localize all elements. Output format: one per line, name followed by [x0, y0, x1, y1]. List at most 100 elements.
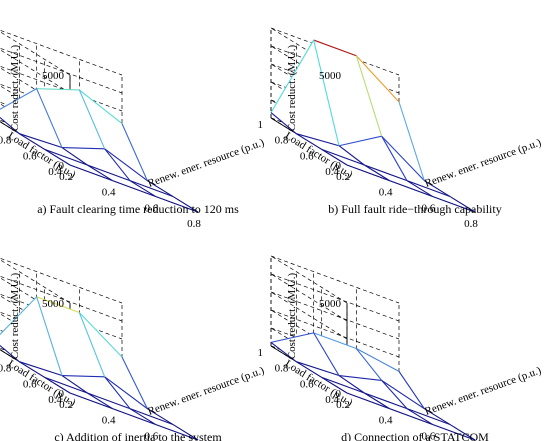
surface-mesh-line [321, 148, 365, 166]
surface-face [364, 165, 433, 197]
surface-mesh-line [44, 148, 71, 166]
surface-face [364, 393, 433, 425]
surface-mesh-line [321, 148, 348, 166]
gridline [270, 273, 400, 322]
x-tick-label: 0.4 [379, 415, 393, 427]
subplot-caption: b) Full fault ride−through capability [328, 202, 501, 216]
surface-face [339, 375, 407, 409]
surface-mesh-line [121, 123, 148, 181]
x-tick-label: 0.4 [379, 187, 393, 199]
surface-mesh-line [87, 392, 113, 410]
y-tick-label: 0.6 [300, 150, 314, 162]
surface-mesh-line [0, 88, 37, 110]
surface-mesh-line [424, 180, 450, 197]
surface-mesh-line [19, 361, 63, 377]
gridline [0, 65, 123, 112]
surface-mesh-line [87, 392, 131, 410]
surface-mesh-line [36, 88, 63, 148]
surface-face [87, 393, 156, 425]
surface-mesh-line [19, 133, 63, 149]
surface-mesh-line [432, 195, 476, 213]
x-axis-label: Renew. ener. resource (p.u.) [423, 364, 543, 417]
x-tick-label: 0.4 [102, 187, 116, 199]
surface-mesh-line [155, 423, 199, 441]
surface-mesh-line [364, 392, 408, 410]
surface-mesh-line [61, 375, 88, 394]
surface-mesh-line [69, 164, 113, 182]
surface-mesh-line [36, 296, 63, 376]
surface-mesh-line [355, 55, 400, 103]
y-tick-label: 1 [258, 119, 264, 131]
surface-mesh-line [424, 408, 450, 425]
surface-mesh-line [78, 312, 123, 358]
surface-mesh-line [129, 408, 156, 425]
x-axis-label: Renew. ener. resource (p.u.) [423, 136, 543, 189]
gridline [0, 259, 71, 304]
surface-mesh-line [104, 376, 131, 410]
x-tick-label: 0.8 [187, 218, 201, 230]
surface-face [44, 377, 113, 409]
surface-mesh-line [69, 392, 113, 410]
x-tick-label: 0.2 [336, 399, 350, 411]
x-tick-label: 0.2 [59, 171, 73, 183]
surface-face [19, 361, 88, 393]
surface-mesh-line [104, 148, 148, 182]
surface-face [79, 312, 148, 409]
surface-mesh-line [172, 195, 199, 213]
surface-mesh-line [355, 348, 383, 381]
z-tick-label: 5000 [42, 70, 65, 82]
x-tick-label: 0.6 [144, 430, 158, 441]
surface-mesh-line [346, 164, 390, 182]
surface-face [44, 149, 113, 181]
subplot-caption: a) Fault clearing time reduction to 120 … [37, 202, 239, 216]
gridline [0, 257, 123, 304]
surface-face [271, 40, 339, 146]
surface-mesh-line [270, 39, 315, 113]
surface-mesh-line [296, 361, 340, 377]
surface-face [130, 180, 198, 212]
y-tick-label: 0.4 [48, 394, 62, 406]
surface-mesh-line [44, 376, 71, 394]
surface-face [62, 375, 130, 409]
surface-mesh-line [0, 296, 38, 336]
surface-face [36, 88, 105, 149]
surface-face [271, 332, 339, 376]
surface-mesh-line [87, 164, 131, 182]
surface-mesh-line [36, 88, 80, 91]
x-axis-label: Renew. ener. resource (p.u.) [146, 136, 266, 189]
surface-face [356, 348, 425, 409]
surface-mesh-line [406, 408, 450, 425]
surface-mesh-line [0, 344, 20, 363]
surface-mesh-line [313, 332, 340, 376]
gridline [0, 47, 123, 94]
surface-mesh-line [381, 135, 408, 181]
surface-face [407, 408, 475, 440]
surface-mesh-line [270, 341, 297, 363]
surface-mesh-line [296, 361, 322, 378]
surface-mesh-line [313, 332, 357, 350]
gridline [270, 255, 400, 304]
surface-mesh-line [338, 375, 365, 394]
surface-mesh-line [338, 374, 382, 381]
surface-face [87, 165, 156, 197]
surface-face [130, 408, 198, 440]
surface-mesh-line [406, 180, 433, 197]
surface-mesh-line [355, 55, 383, 137]
surface-face [407, 180, 475, 212]
gridline [270, 255, 348, 304]
x-axis-label: Renew. ener. resource (p.u.) [146, 364, 266, 417]
z-tick-label: 5000 [319, 298, 342, 310]
surface-mesh-line [364, 392, 390, 410]
surface-mesh-line [313, 39, 340, 146]
surface-mesh-line [155, 195, 199, 213]
z-tick-label: 5000 [319, 70, 342, 82]
surface-face [79, 89, 148, 181]
x-tick-label: 0.8 [464, 218, 478, 230]
surface-mesh-line [432, 423, 476, 441]
y-tick-label: 0.4 [325, 166, 339, 178]
surface-mesh-line [338, 135, 382, 147]
surface-face [321, 149, 390, 181]
